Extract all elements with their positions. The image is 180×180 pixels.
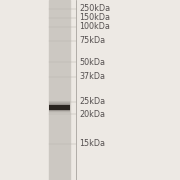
Text: 50kDa: 50kDa (79, 58, 105, 67)
Bar (49, 105, 70, 110)
Bar (49, 103, 70, 111)
Bar (49, 0, 70, 180)
Text: 20kDa: 20kDa (79, 110, 105, 119)
Text: 250kDa: 250kDa (79, 4, 110, 13)
Text: 75kDa: 75kDa (79, 36, 105, 45)
Text: 150kDa: 150kDa (79, 13, 110, 22)
Text: 100kDa: 100kDa (79, 22, 110, 31)
Bar (49, 102, 70, 112)
Text: 15kDa: 15kDa (79, 140, 105, 148)
Bar (49, 104, 70, 111)
Text: 25kDa: 25kDa (79, 97, 105, 106)
Bar (49, 101, 70, 113)
Text: 37kDa: 37kDa (79, 72, 105, 81)
